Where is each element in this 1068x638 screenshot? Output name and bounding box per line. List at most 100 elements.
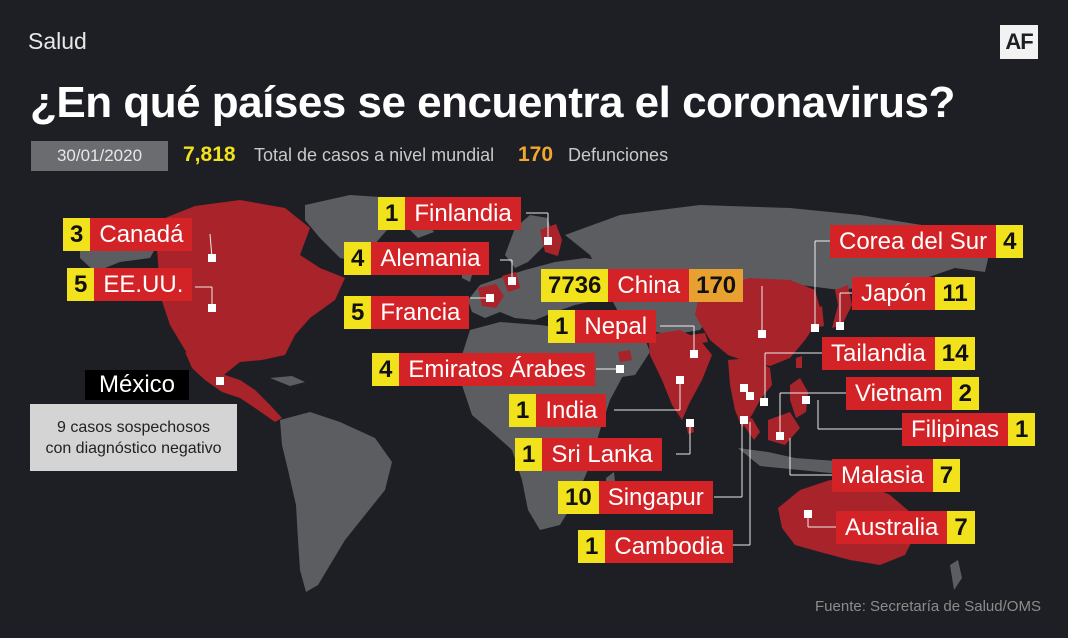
dot-mexico bbox=[216, 377, 224, 385]
mexico-note-line1: 9 casos sospechosos bbox=[57, 418, 210, 436]
land-malaysia bbox=[740, 412, 800, 445]
land-south-america bbox=[280, 412, 392, 592]
case-count: 5 bbox=[67, 268, 95, 301]
dot-sri-lanka bbox=[686, 419, 694, 427]
total-cases-value: 7,818 bbox=[183, 143, 236, 166]
case-count: 5 bbox=[344, 296, 372, 329]
land-caribbean bbox=[270, 376, 305, 386]
death-count: 170 bbox=[689, 269, 744, 302]
country-label-australia: Australia 7 bbox=[836, 511, 975, 544]
dot-cambodia bbox=[746, 392, 754, 400]
case-count: 7 bbox=[932, 459, 961, 492]
country-label-japon: Japón 11 bbox=[852, 277, 975, 310]
case-count: 4 bbox=[344, 242, 372, 275]
land-philippines bbox=[790, 378, 808, 418]
dot-philippines bbox=[802, 396, 810, 404]
country-label-tailandia: Tailandia 14 bbox=[822, 337, 976, 370]
country-name: Malasia bbox=[832, 459, 933, 492]
country-name: Tailandia bbox=[822, 337, 935, 370]
dot-germany bbox=[508, 277, 516, 285]
case-count: 11 bbox=[935, 277, 975, 310]
country-label-singapur: 10 Singapur bbox=[558, 481, 713, 514]
country-name: India bbox=[536, 394, 607, 427]
case-count: 1 bbox=[509, 394, 537, 427]
dot-vietnam bbox=[760, 398, 768, 406]
af-logo: AF bbox=[1000, 25, 1038, 59]
country-name: Vietnam bbox=[846, 377, 952, 410]
country-name: EE.UU. bbox=[94, 268, 193, 301]
dot-usa bbox=[208, 304, 216, 312]
deaths-value: 170 bbox=[518, 143, 554, 166]
dot-korea bbox=[811, 324, 819, 332]
country-name: Nepal bbox=[575, 310, 657, 343]
land-canada-usa bbox=[155, 200, 345, 378]
section-label: Salud bbox=[28, 28, 87, 54]
case-count: 3 bbox=[63, 218, 91, 251]
dot-thailand bbox=[740, 384, 748, 392]
country-label-eeuu: 5 EE.UU. bbox=[67, 268, 193, 301]
case-count: 7 bbox=[947, 511, 975, 544]
connector-lines bbox=[195, 212, 905, 546]
dot-singapore bbox=[740, 416, 748, 424]
country-label-malasia: Malasia 7 bbox=[832, 459, 961, 492]
dot-canada bbox=[208, 254, 216, 262]
source-credit: Fuente: Secretaría de Salud/OMS bbox=[815, 598, 1041, 615]
country-name: Sri Lanka bbox=[542, 438, 662, 471]
land-new-zealand bbox=[950, 560, 962, 590]
mexico-label: México bbox=[85, 370, 190, 400]
country-label-china: 7736 China 170 bbox=[541, 269, 744, 302]
dot-finland bbox=[544, 237, 552, 245]
country-label-india: 1 India bbox=[509, 394, 607, 427]
case-count: 1 bbox=[515, 438, 543, 471]
deaths-label: Defunciones bbox=[568, 145, 669, 165]
case-count: 1 bbox=[548, 310, 576, 343]
country-name: Canadá bbox=[90, 218, 193, 251]
country-name: Francia bbox=[371, 296, 470, 329]
date-badge: 30/01/2020 bbox=[31, 141, 168, 171]
country-name: Finlandia bbox=[405, 197, 521, 230]
dot-india bbox=[676, 376, 684, 384]
case-count: 1 bbox=[578, 530, 606, 563]
land-japan bbox=[832, 285, 852, 328]
country-label-sri-lanka: 1 Sri Lanka bbox=[515, 438, 662, 471]
case-count: 1 bbox=[1008, 413, 1036, 446]
country-name: Singapur bbox=[598, 481, 713, 514]
dot-japan bbox=[836, 322, 844, 330]
case-count: 1 bbox=[378, 197, 406, 230]
mexico-note-line2: con diagnóstico negativo bbox=[45, 439, 222, 457]
country-name: Filipinas bbox=[902, 413, 1009, 446]
country-label-vietnam: Vietnam 2 bbox=[846, 377, 979, 410]
country-label-finlandia: 1 Finlandia bbox=[378, 197, 521, 230]
country-label-alemania: 4 Alemania bbox=[344, 242, 490, 275]
country-name: Australia bbox=[836, 511, 948, 544]
country-name: China bbox=[608, 269, 690, 302]
country-name: Japón bbox=[852, 277, 936, 310]
country-label-emiratos: 4 Emiratos Árabes bbox=[372, 353, 595, 386]
country-label-nepal: 1 Nepal bbox=[548, 310, 657, 343]
country-label-filipinas: Filipinas 1 bbox=[902, 413, 1036, 446]
country-label-francia: 5 Francia bbox=[344, 296, 470, 329]
dot-china bbox=[758, 330, 766, 338]
case-count: 2 bbox=[951, 377, 979, 410]
case-count: 10 bbox=[558, 481, 599, 514]
dot-uae bbox=[616, 365, 624, 373]
land-greenland bbox=[305, 195, 400, 262]
land-taiwan bbox=[796, 356, 802, 368]
case-count: 4 bbox=[996, 225, 1024, 258]
land-uae bbox=[618, 350, 632, 362]
case-count: 7736 bbox=[541, 269, 609, 302]
country-label-canada: 3 Canadá bbox=[63, 218, 193, 251]
country-name: Alemania bbox=[371, 242, 490, 275]
country-name: Corea del Sur bbox=[830, 225, 997, 258]
land-mexico bbox=[185, 352, 282, 422]
country-label-corea: Corea del Sur 4 bbox=[830, 225, 1024, 258]
dot-australia bbox=[804, 510, 812, 518]
country-label-cambodia: 1 Cambodia bbox=[578, 530, 733, 563]
page-title: ¿En qué países se encuentra el coronavir… bbox=[30, 78, 955, 127]
country-name: Cambodia bbox=[605, 530, 733, 563]
dot-france bbox=[486, 294, 494, 302]
dot-nepal bbox=[690, 350, 698, 358]
total-cases-label: Total de casos a nivel mundial bbox=[254, 145, 495, 165]
case-count: 14 bbox=[934, 337, 976, 370]
